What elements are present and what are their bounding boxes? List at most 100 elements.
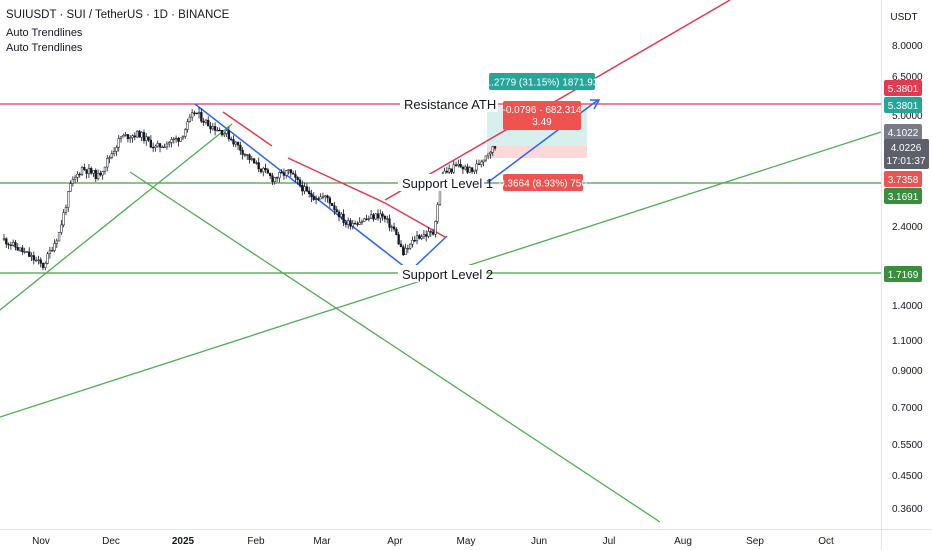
position-loss-zone[interactable] (487, 146, 587, 158)
trendline-rising-left[interactable] (0, 123, 233, 311)
candle-body (71, 179, 74, 184)
candle-body (367, 218, 370, 220)
candle-body (330, 203, 334, 206)
y-tick: 0.5500 (892, 440, 923, 451)
candle-body (234, 141, 237, 145)
y-tick: 2.4000 (892, 222, 923, 233)
resistance-green-price: 5.3801 (888, 101, 919, 112)
candle-body (431, 231, 435, 235)
candle-body (108, 157, 111, 159)
candle-body (37, 259, 40, 261)
candle-body (399, 243, 403, 248)
candle-body (23, 251, 26, 253)
y-tick: 0.7000 (892, 403, 923, 414)
candle-body (213, 126, 217, 131)
candle-body (466, 166, 469, 173)
resistance-red-price-bg (884, 80, 922, 96)
candle-body (67, 191, 70, 208)
x-tick: Nov (32, 536, 50, 547)
candle-body (96, 172, 100, 179)
position-stop-label: 0.3664 (8.93%) 750 (499, 179, 587, 190)
candle-body (83, 167, 86, 170)
candle-body (252, 158, 256, 164)
candle-body (90, 168, 93, 174)
candle-body (379, 213, 382, 219)
candle-body (9, 244, 13, 246)
candle-body (200, 112, 203, 122)
support-1-price-bg (884, 188, 922, 204)
candle-body (73, 177, 77, 180)
candle-body (269, 173, 272, 177)
candle-body (204, 119, 208, 123)
y-tick: 5.0000 (892, 111, 923, 122)
indicator-auto-trendlines-1[interactable]: Auto Trendlines (6, 27, 83, 39)
last-price: 4.0226 (891, 143, 922, 154)
candle-body (422, 234, 426, 237)
x-tick: Jul (603, 536, 616, 547)
candle-body (321, 196, 325, 198)
candle-body (2, 238, 6, 240)
candle-body (356, 223, 359, 225)
candle-body (172, 138, 175, 141)
candle-body (459, 163, 462, 168)
candle-body (464, 166, 467, 170)
candle-body (296, 177, 299, 180)
candle-body (51, 250, 54, 252)
candle-body (386, 218, 389, 220)
candle-body (115, 147, 118, 152)
candle-body (335, 209, 338, 213)
countdown: 17:01:37 (887, 156, 926, 167)
candle-body (129, 137, 132, 140)
symbol-title[interactable]: SUIUSDT · SUI / TetherUS · 1D · BINANCE (6, 9, 230, 21)
candle-body (333, 205, 336, 210)
candle-body (383, 216, 387, 220)
candle-body (376, 213, 380, 219)
candle-body (262, 167, 265, 173)
candle-body (491, 146, 494, 153)
candle-body (241, 150, 244, 155)
candle-body (191, 112, 194, 118)
candle-body (7, 243, 10, 246)
candle-body (314, 198, 318, 200)
candle-body (145, 136, 148, 141)
candle-body (94, 170, 97, 179)
candle-body (402, 246, 405, 256)
red-line-1[interactable] (222, 111, 273, 147)
candle-body (305, 186, 309, 192)
candle-body (418, 235, 421, 239)
candle-body (363, 218, 366, 222)
support-level-1-label: Support Level 1 (402, 176, 493, 191)
candle-body (174, 137, 178, 140)
position-target-label-bg (489, 73, 595, 90)
candle-body (243, 154, 247, 156)
candle-body (408, 243, 412, 249)
support-2-price-bg (884, 266, 922, 282)
candle-body (395, 228, 398, 235)
candle-body (429, 231, 432, 233)
candle-body (122, 135, 125, 138)
candle-body (278, 172, 281, 179)
candle-body (372, 214, 375, 220)
candle-body (193, 112, 196, 114)
candle-body (312, 196, 315, 200)
candle-body (275, 177, 279, 179)
candle-body (99, 172, 102, 176)
candle-body (92, 170, 95, 174)
x-tick: 2025 (172, 536, 195, 547)
y-tick: 6.5000 (892, 72, 923, 83)
candle-body (165, 143, 169, 148)
candle-body (218, 129, 221, 132)
candle-body (484, 155, 488, 161)
red-line-2[interactable] (287, 157, 386, 204)
candle-body (110, 153, 113, 158)
candle-body (351, 223, 354, 227)
candle-body (420, 236, 423, 239)
trendline-falling[interactable] (129, 171, 661, 523)
candle-body (62, 212, 65, 226)
red-line-upper[interactable] (384, 0, 731, 201)
indicator-auto-trendlines-2[interactable]: Auto Trendlines (6, 42, 83, 54)
candle-body (347, 220, 350, 225)
candle-body (117, 138, 120, 148)
y-tick: 1.4000 (892, 301, 923, 312)
